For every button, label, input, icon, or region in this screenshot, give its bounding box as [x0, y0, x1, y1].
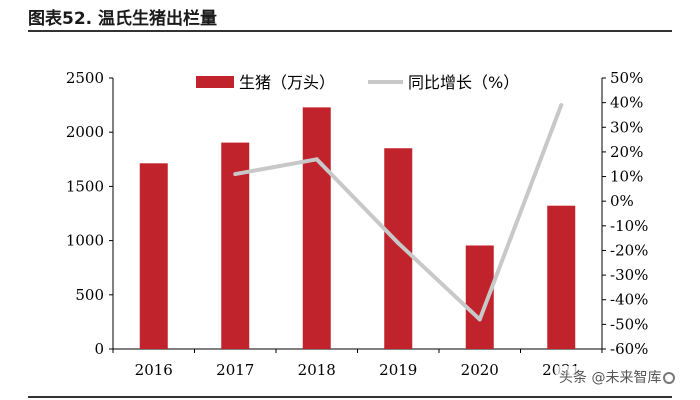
legend-swatch-bar: [196, 76, 234, 88]
right-tick-label: -40%: [610, 291, 648, 309]
line-point: [314, 157, 319, 162]
left-axis: 0 500 1000 1500 2000 2500: [66, 69, 114, 358]
line-point: [396, 241, 401, 246]
x-tick-label: 2017: [216, 361, 254, 379]
right-tick-label: -50%: [610, 315, 648, 333]
left-tick-label: 2000: [66, 123, 104, 141]
right-tick-label: -30%: [610, 266, 648, 284]
right-tick-label: 20%: [610, 143, 643, 161]
x-tick-label: 2018: [298, 361, 336, 379]
legend-label-bar: 生猪（万头）: [239, 73, 335, 92]
bar: [221, 142, 250, 349]
right-tick-label: -10%: [610, 217, 648, 235]
watermark-logo-icon: [663, 372, 676, 384]
x-tick-label: 2016: [135, 361, 173, 379]
x-tick-label: 2020: [461, 361, 499, 379]
line-point: [233, 172, 238, 177]
right-tick-label: -60%: [610, 340, 648, 358]
left-tick-label: 0: [94, 340, 104, 358]
right-tick-label: 10%: [610, 168, 643, 186]
bar-series: [139, 107, 576, 349]
bottom-rule: [28, 396, 672, 398]
legend-label-line: 同比增长（%）: [408, 73, 519, 92]
bar: [139, 163, 168, 349]
bar: [547, 205, 576, 349]
x-axis: 201620172018201920202021: [112, 348, 603, 379]
right-tick-label: 0%: [610, 192, 634, 210]
x-tick-label: 2019: [379, 361, 417, 379]
right-tick-label: 50%: [610, 69, 643, 87]
figure-title: 图表52. 温氏生猪出栏量: [28, 9, 218, 29]
line-point: [477, 317, 482, 322]
right-tick-label: -20%: [610, 241, 648, 259]
bar: [302, 107, 331, 349]
line-point: [559, 103, 564, 108]
left-tick-label: 1500: [66, 177, 104, 195]
left-tick-label: 500: [75, 286, 104, 304]
line-series: [233, 103, 564, 322]
bar: [384, 148, 413, 349]
title-rule: [28, 30, 672, 32]
right-axis: -60% -50% -40% -30% -20% -10% 0% 10% 20% 30% 40% 50…: [601, 69, 648, 358]
right-tick-label: 40%: [610, 94, 643, 112]
left-tick-label: 1000: [66, 232, 104, 250]
right-tick-label: 30%: [610, 118, 643, 136]
watermark-text: 头条 @未来智库: [559, 370, 662, 386]
legend: 生猪（万头） 同比增长（%）: [196, 73, 519, 92]
left-tick-label: 2500: [66, 69, 104, 87]
watermark: 头条 @未来智库: [556, 366, 679, 388]
